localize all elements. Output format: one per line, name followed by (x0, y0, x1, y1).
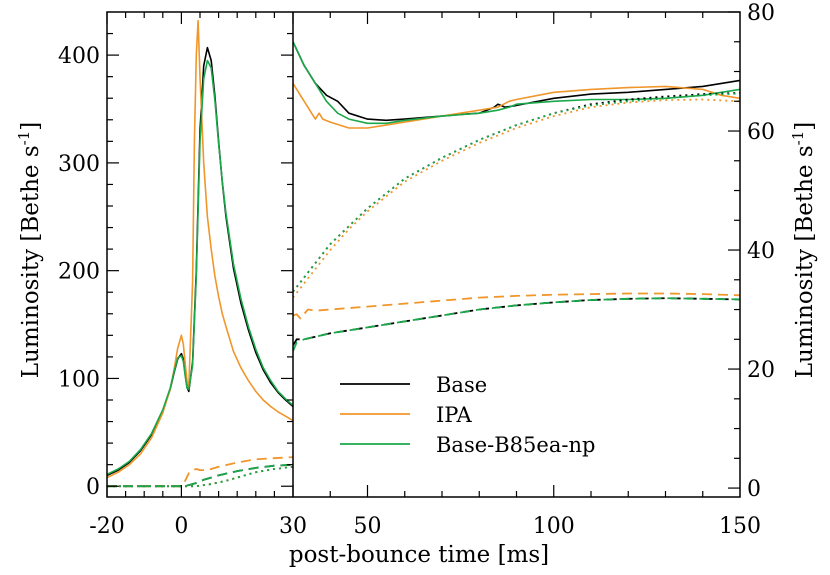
y-tick-label-left: 400 (58, 44, 100, 69)
y-tick-label-left: 0 (86, 475, 100, 500)
y-tick-label-right: 80 (747, 1, 775, 26)
legend-label: IPA (436, 403, 472, 427)
legend: Base IPA Base-B85ea-np (340, 373, 595, 457)
y-tick-label-right: 20 (747, 358, 775, 383)
y-axis-title-right: Luminosity [Bethe s-1] (789, 122, 818, 379)
x-tick-label: -20 (89, 514, 124, 539)
series-right-base-b85ea-np-dotted (293, 92, 740, 293)
series-left-base-b85ea-np-solid (107, 59, 293, 476)
y-tick-label-right: 0 (747, 477, 761, 502)
y-tick-label-left: 200 (58, 260, 100, 285)
x-axis-title: post-bounce time [ms] (289, 542, 549, 568)
x-tick-label: 100 (533, 514, 575, 539)
y-axis-title-left: Luminosity [Bethe s-1] (15, 122, 44, 379)
series-left-base-b85ea-np-dotted (107, 465, 293, 488)
legend-label: Base (436, 373, 487, 397)
series-left-base-dashed (107, 463, 293, 488)
series-right-ipa-dashed (293, 292, 740, 320)
plot-frame (106, 11, 741, 498)
series-right-base-b85ea-np-dashed (293, 297, 740, 352)
y-tick-label-right: 60 (747, 120, 775, 145)
series-right-ipa-solid (293, 82, 740, 129)
legend-label: Base-B85ea-np (436, 433, 595, 457)
series-right-base-dotted (293, 92, 740, 293)
y-tick-label-right: 40 (747, 239, 775, 264)
y-tick-label-left: 100 (58, 367, 100, 392)
x-tick-label: 30 (279, 514, 307, 539)
series-left-base-solid (107, 46, 293, 477)
series-right-base-solid (293, 41, 740, 122)
series-left-base-b85ea-np-dashed (107, 463, 293, 488)
left-panel (107, 19, 293, 488)
series-left-ipa-solid (107, 19, 293, 479)
series-left-ipa-dashed (107, 456, 293, 488)
y-tick-label-left: 300 (58, 152, 100, 177)
x-tick-label: 150 (719, 514, 761, 539)
series-right-base-b85ea-np-solid (293, 41, 740, 125)
x-tick-label: 50 (354, 514, 382, 539)
x-tick-label: 0 (174, 514, 188, 539)
series-right-ipa-dotted (293, 98, 740, 299)
right-panel (293, 41, 740, 352)
